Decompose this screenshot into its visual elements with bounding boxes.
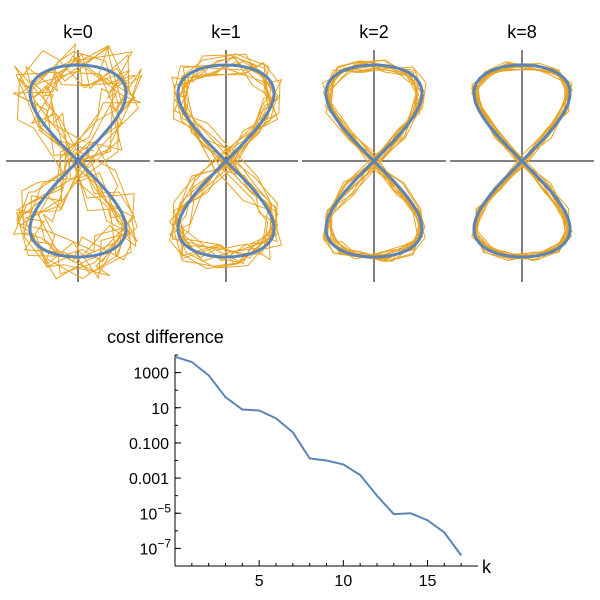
y-tick-label: 10−7 <box>140 536 172 558</box>
y-tick-base: 10 <box>140 541 158 558</box>
panel-k=2: k=2 <box>302 22 446 282</box>
trajectory-line <box>13 51 136 280</box>
panel-title: k=0 <box>63 22 93 42</box>
series-line-cost-difference <box>174 355 463 556</box>
reference-curve <box>324 63 424 259</box>
panel-title: k=2 <box>359 22 389 42</box>
y-tick-label: 10 <box>151 401 169 418</box>
panel-title: k=1 <box>211 22 241 42</box>
trajectory-line <box>168 61 281 270</box>
trajectory-line <box>21 51 138 277</box>
x-tick-label: 10 <box>334 573 352 590</box>
panel-title: k=8 <box>507 22 537 42</box>
reference-curve <box>28 63 128 259</box>
y-axis-title: cost difference <box>107 327 224 347</box>
cost-difference-chart: cost difference k 1000100.1000.00110−510… <box>107 327 492 590</box>
y-tick-base: 10 <box>140 506 158 523</box>
panel-k=0: k=0 <box>6 22 150 282</box>
panel-k=1: k=1 <box>154 22 298 282</box>
y-tick-exponent: −5 <box>157 501 171 515</box>
y-tick-label: 10−5 <box>140 501 172 523</box>
trajectory-line <box>16 55 143 252</box>
y-tick-label: 0.001 <box>129 471 169 488</box>
x-axis-title: k <box>482 557 492 577</box>
y-tick-label: 0.100 <box>129 436 169 453</box>
reference-curve <box>472 63 572 259</box>
reference-curve <box>176 63 276 259</box>
x-tick-label: 5 <box>255 573 264 590</box>
x-tick-label: 15 <box>419 573 437 590</box>
panel-k=8: k=8 <box>450 22 594 282</box>
y-tick-exponent: −7 <box>157 536 171 550</box>
figure-eight-panels: k=0 k=1 k=2 k=8 <box>6 22 594 282</box>
y-tick-label: 1000 <box>133 366 169 383</box>
